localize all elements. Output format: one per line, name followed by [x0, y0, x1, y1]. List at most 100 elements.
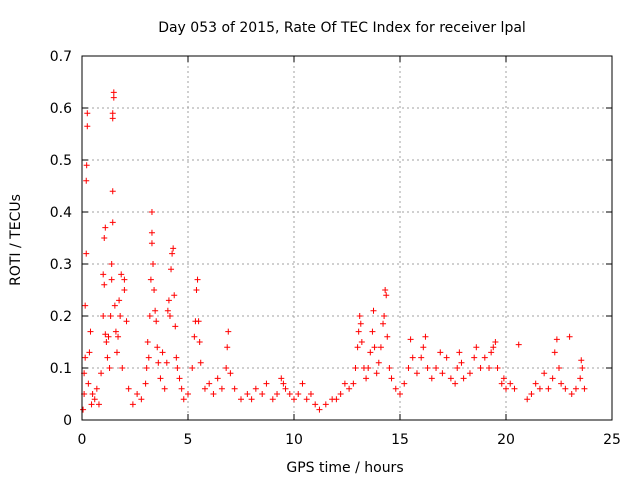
- data-point: [386, 365, 393, 371]
- data-point: [371, 344, 378, 351]
- data-point: [377, 344, 384, 351]
- data-point: [119, 365, 126, 371]
- data-point: [477, 365, 484, 371]
- data-point: [407, 336, 414, 343]
- data-point: [466, 370, 473, 377]
- data-point: [125, 385, 132, 392]
- data-point: [494, 365, 501, 371]
- data-point: [142, 380, 149, 387]
- data-point: [108, 261, 115, 267]
- data-point: [577, 375, 584, 382]
- data-point: [409, 354, 416, 361]
- data-point: [373, 370, 380, 377]
- x-tick-label: 10: [285, 432, 303, 448]
- data-point: [172, 323, 179, 330]
- data-point: [413, 370, 420, 377]
- data-point: [401, 380, 408, 387]
- data-point: [104, 354, 111, 361]
- data-point: [341, 380, 348, 387]
- data-point: [224, 344, 231, 351]
- data-point: [388, 375, 395, 382]
- data-point: [458, 359, 465, 366]
- data-point: [397, 391, 403, 397]
- data-point: [166, 313, 173, 319]
- data-point: [146, 313, 153, 319]
- data-point: [568, 391, 575, 397]
- data-point: [312, 401, 319, 408]
- data-point: [148, 229, 155, 236]
- data-point: [291, 396, 297, 403]
- data-point: [282, 385, 289, 392]
- data-point: [420, 344, 427, 351]
- data-point: [193, 287, 200, 293]
- data-point: [150, 261, 157, 267]
- data-point: [428, 375, 435, 382]
- data-point: [566, 333, 573, 340]
- data-point: [93, 385, 100, 392]
- data-point: [108, 276, 115, 283]
- data-point: [365, 365, 372, 371]
- data-point: [303, 396, 310, 403]
- data-point: [551, 349, 558, 356]
- tick-layer: 0 0.1 0.2 0.3 0.4 0.5 0.6 0.7 0 5 10 15 20 25: [50, 49, 621, 448]
- data-point: [173, 354, 180, 361]
- data-point: [83, 177, 90, 184]
- data-point: [447, 375, 454, 382]
- data-point: [111, 302, 118, 309]
- plot-frame: [81, 55, 613, 421]
- chart-title: Day 053 of 2015, Rate Of TEC Index for r…: [158, 20, 526, 36]
- data-point: [383, 292, 390, 299]
- data-point: [115, 333, 122, 340]
- data-point: [161, 385, 168, 392]
- data-point: [356, 313, 363, 319]
- data-point: [541, 370, 548, 377]
- x-axis-label: GPS time / hours: [286, 460, 403, 476]
- data-point: [170, 245, 177, 252]
- data-point: [424, 365, 431, 371]
- data-point: [98, 370, 105, 377]
- data-point: [148, 240, 155, 247]
- data-point: [87, 328, 94, 335]
- data-point: [84, 123, 91, 130]
- data-point: [206, 380, 213, 387]
- data-point: [129, 401, 136, 408]
- data-point: [163, 359, 170, 366]
- data-point: [252, 385, 259, 392]
- y-tick-label: 0.5: [50, 153, 72, 169]
- data-point: [238, 396, 244, 403]
- data-point: [549, 375, 556, 382]
- data-point: [269, 396, 276, 403]
- data-point: [299, 380, 306, 387]
- data-point: [116, 297, 123, 304]
- data-point: [524, 396, 531, 403]
- data-point: [85, 380, 92, 387]
- data-point: [486, 365, 493, 371]
- grid-layer: [82, 56, 612, 420]
- y-tick-label: 0.4: [50, 205, 72, 221]
- data-point: [422, 333, 429, 340]
- data-point: [210, 391, 217, 397]
- data-point: [346, 385, 353, 392]
- data-point: [102, 224, 109, 231]
- data-point: [123, 318, 130, 325]
- data-point: [280, 380, 287, 387]
- data-point: [121, 276, 128, 283]
- data-point: [515, 341, 522, 348]
- data-point: [165, 297, 172, 304]
- data-point: [295, 391, 302, 397]
- data-point: [191, 333, 198, 340]
- data-point: [169, 250, 176, 257]
- data-point: [176, 375, 183, 382]
- data-point: [578, 357, 585, 364]
- data-point: [380, 320, 387, 327]
- data-point: [528, 391, 535, 397]
- data-point: [83, 162, 90, 169]
- data-point: [456, 349, 463, 356]
- y-axis-label: ROTI / TECUs: [8, 194, 24, 286]
- data-point: [102, 331, 109, 338]
- data-point: [80, 406, 87, 413]
- data-point: [562, 385, 569, 392]
- data-point: [473, 344, 480, 351]
- data-point: [101, 235, 108, 241]
- data-point: [194, 276, 201, 283]
